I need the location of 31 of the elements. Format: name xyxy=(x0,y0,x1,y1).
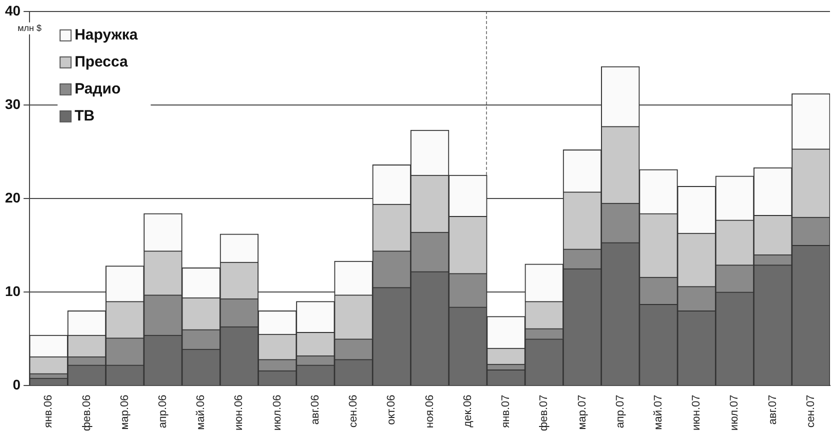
x-tick-label: сен.07 xyxy=(804,394,817,428)
x-tick-label: дек.06 xyxy=(462,394,474,428)
x-tick-label: апр.07 xyxy=(614,394,626,428)
x-tick-label: май.06 xyxy=(195,394,208,430)
x-tick-label: май.07 xyxy=(652,394,665,430)
x-tick-label: апр.06 xyxy=(157,394,170,428)
x-tick-label: июн.07 xyxy=(690,394,703,430)
y-axis-title: млн $ xyxy=(18,22,42,33)
y-tick-label: 0 xyxy=(12,376,21,393)
x-tick-label: июл.06 xyxy=(271,394,284,431)
x-tick-label: фев.07 xyxy=(538,394,550,432)
y-tick-label: 10 xyxy=(4,282,21,299)
y-tick-label: 30 xyxy=(4,96,21,112)
y-tick-label: 40 xyxy=(4,2,21,18)
x-tick-label: янв.07 xyxy=(500,394,512,428)
legend-label: ТВ xyxy=(74,108,95,125)
legend-label: Наружка xyxy=(74,26,138,44)
x-tick-label: июн.06 xyxy=(233,394,246,430)
x-tick-label: мар.07 xyxy=(576,394,588,430)
x-tick-label: авг.07 xyxy=(766,394,779,425)
x-tick-label: мар.06 xyxy=(118,394,131,430)
y-tick-label: 20 xyxy=(4,189,21,206)
x-tick-label: окт.06 xyxy=(386,394,398,425)
x-tick-label: фев.06 xyxy=(80,394,93,432)
legend-label: Радио xyxy=(74,80,121,98)
x-tick-label: июл.07 xyxy=(728,394,741,431)
x-tick-label: ноя.06 xyxy=(424,394,436,428)
x-tick-label: авг.06 xyxy=(309,394,322,425)
x-tick-label: янв.06 xyxy=(42,394,55,428)
x-tick-label: сен.06 xyxy=(348,394,360,428)
legend-label: Пресса xyxy=(74,54,129,71)
